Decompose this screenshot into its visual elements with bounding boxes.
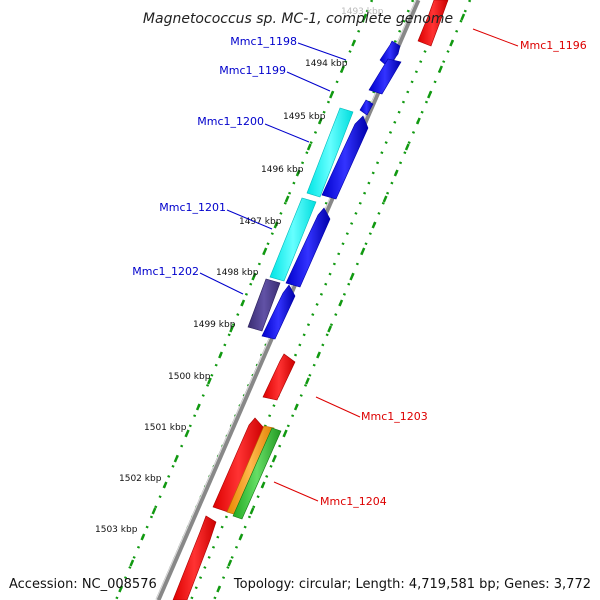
tick-label-1501: 1501 kbp (144, 423, 187, 433)
tick-label-1493: 1493 kbp (341, 7, 384, 17)
tick-mark (195, 403, 201, 411)
tick-mark (184, 429, 190, 437)
leader-mmc1-1200 (264, 123, 310, 143)
tick-mark (349, 273, 355, 281)
tick-mark (293, 403, 299, 411)
tick-mark (317, 117, 323, 125)
tick-mark (427, 91, 432, 99)
tick-label-1498: 1498 kbp (216, 268, 259, 278)
tick-mark (360, 247, 366, 255)
gene-label-mmc1-1200[interactable]: Mmc1_1200 (197, 115, 264, 128)
tick-label-1494: 1494 kbp (305, 59, 348, 69)
tick-labels: 1493 kbp 1494 kbp 1495 kbp 1496 kbp 1497… (95, 7, 384, 535)
tick-mark (260, 481, 266, 489)
genome-title: Magnetococcus sp. MC-1, complete genome (143, 11, 453, 27)
leader-mmc1-1203 (315, 396, 361, 418)
tick-mark (393, 169, 399, 177)
tick-mark (249, 507, 255, 515)
gene-label-mmc1-1199[interactable]: Mmc1_1199 (219, 64, 286, 77)
leader-mmc1-1198 (297, 42, 347, 61)
tick-label-1495: 1495 kbp (283, 112, 326, 122)
gene-labels: Mmc1_1198 Mmc1_1199 Mmc1_1200 Mmc1_1201 … (132, 35, 587, 508)
tick-mark (362, 13, 368, 21)
gene-arrow-mmc1-1196[interactable] (417, 0, 449, 47)
feature-cyan-1[interactable] (306, 107, 354, 198)
gene-features (172, 0, 449, 600)
gene-arrow-mmc1-1200[interactable] (321, 115, 369, 200)
tick-mark (382, 195, 388, 203)
tick-mark (251, 273, 257, 281)
leader-mmc1-1201 (226, 209, 273, 230)
gene-arrow-mmc1-1201[interactable] (285, 207, 331, 288)
tick-mark (118, 585, 124, 593)
tick-mark (438, 65, 443, 73)
tick-mark (151, 507, 157, 515)
tick-mark (240, 299, 246, 307)
tick-mark (316, 351, 321, 359)
tick-mark (262, 247, 268, 255)
tick-mark (229, 325, 235, 333)
tick-mark (329, 91, 334, 99)
leader-mmc1-1199 (286, 71, 331, 92)
leader-mmc1-1196 (472, 28, 519, 47)
gene-label-mmc1-1204[interactable]: Mmc1_1204 (320, 495, 387, 508)
feature-cyan-2[interactable] (269, 197, 317, 282)
tick-mark (273, 221, 279, 229)
label-leaders (199, 28, 519, 502)
tick-label-1496: 1496 kbp (261, 165, 304, 175)
tick-mark (162, 481, 168, 489)
tick-mark (305, 377, 310, 385)
leader-mmc1-1204 (273, 481, 319, 502)
tick-mark (129, 559, 135, 567)
tick-mark (238, 533, 244, 541)
gene-arrow-red-bottom[interactable] (172, 515, 217, 600)
tick-mark (460, 13, 466, 21)
tick-mark (216, 585, 222, 593)
tick-mark (218, 351, 223, 359)
tick-mark (351, 39, 357, 47)
tick-mark (207, 377, 212, 385)
tick-mark (140, 533, 146, 541)
gene-arrow-red-long[interactable] (212, 417, 265, 513)
gene-label-mmc1-1196[interactable]: Mmc1_1196 (520, 39, 587, 52)
tick-mark (371, 221, 377, 229)
tick-mark (340, 65, 345, 73)
tick-mark (415, 117, 421, 125)
gene-label-mmc1-1198[interactable]: Mmc1_1198 (230, 35, 297, 48)
tick-label-1503: 1503 kbp (95, 525, 138, 535)
tick-mark (449, 39, 455, 47)
tick-label-1499: 1499 kbp (193, 320, 236, 330)
tick-mark (306, 143, 312, 151)
tick-mark (271, 455, 277, 463)
tick-mark (173, 455, 179, 463)
feature-green[interactable] (232, 427, 282, 520)
leader-mmc1-1202 (199, 272, 244, 295)
tick-marks (118, 13, 466, 593)
gene-label-mmc1-1201[interactable]: Mmc1_1201 (159, 201, 226, 214)
tick-mark (327, 325, 333, 333)
tick-mark (404, 143, 410, 151)
tick-label-1500: 1500 kbp (168, 372, 211, 382)
gene-arrow-mmc1-1203[interactable] (262, 353, 296, 401)
gene-arrow-mmc1-1199[interactable] (368, 58, 402, 95)
feature-purple[interactable] (247, 278, 281, 332)
topology-text: Topology: circular; Length: 4,719,581 bp… (233, 577, 591, 592)
gene-label-mmc1-1202[interactable]: Mmc1_1202 (132, 265, 199, 278)
tick-mark (295, 169, 301, 177)
gene-label-mmc1-1203[interactable]: Mmc1_1203 (361, 410, 428, 423)
tick-label-1502: 1502 kbp (119, 474, 162, 484)
gene-arrow-mmc1-1202[interactable] (261, 284, 296, 340)
tick-mark (338, 299, 344, 307)
tick-mark (227, 559, 233, 567)
gene-arrow-small[interactable] (359, 99, 374, 116)
tick-mark (284, 195, 290, 203)
tick-label-1497: 1497 kbp (239, 217, 282, 227)
accession-text: Accession: NC_008576 (9, 577, 157, 592)
tick-mark (282, 429, 288, 437)
